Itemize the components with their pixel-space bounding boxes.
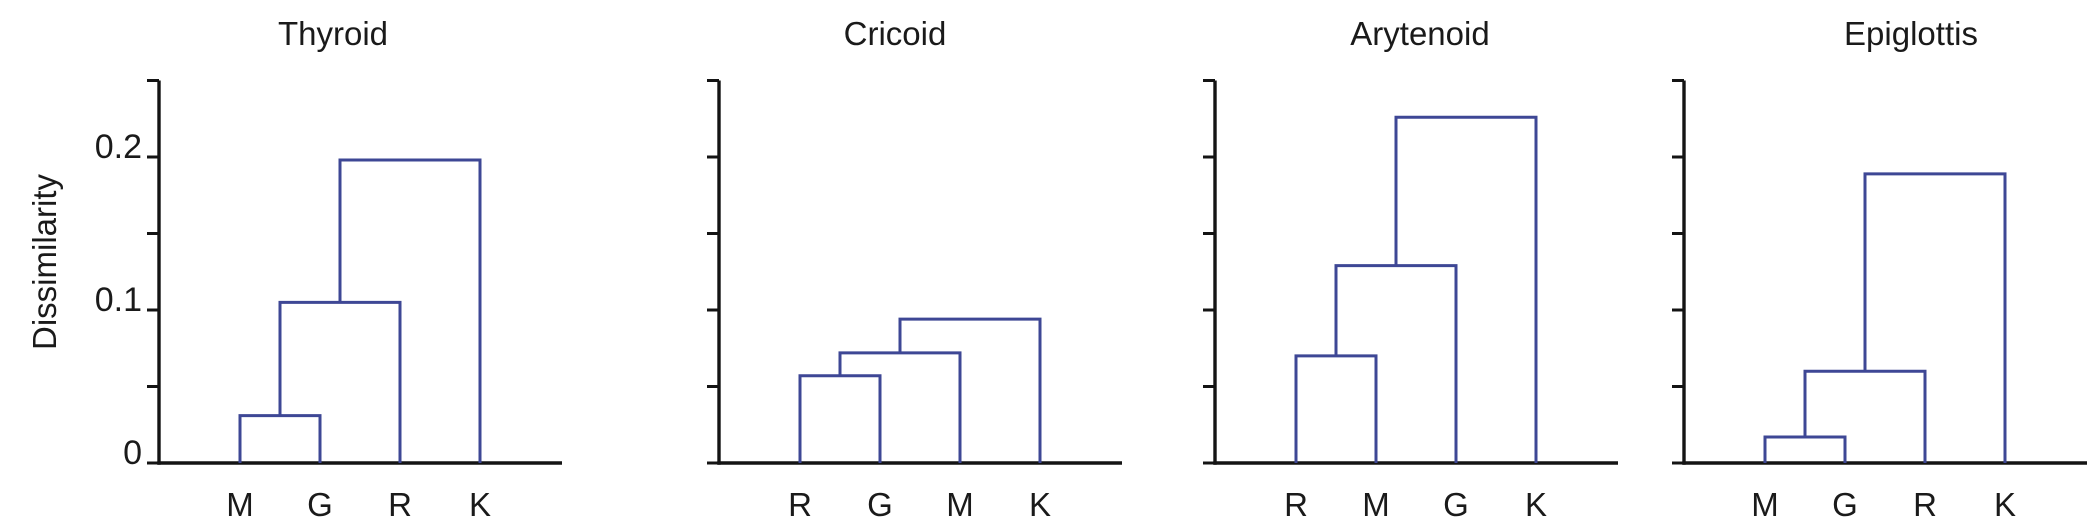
- panel-title-thyroid: Thyroid: [277, 15, 389, 52]
- dendrogram-link: [1863, 172, 2007, 463]
- dendrogram-link: [898, 317, 1042, 463]
- panel-title-arytenoid: Arytenoid: [1350, 15, 1490, 52]
- y-tick-label-0.2: 0.2: [94, 128, 142, 166]
- leaf-label-thyroid-k: K: [468, 486, 492, 523]
- dendrogram-link: [1294, 354, 1378, 463]
- leaf-label-cricoid-m: M: [946, 486, 974, 523]
- dendrogram-link: [1334, 264, 1458, 463]
- leaf-label-cricoid-k: K: [1028, 486, 1052, 523]
- leaf-label-thyroid-r: R: [388, 486, 412, 523]
- leaf-label-epiglottis-r: R: [1913, 486, 1937, 523]
- dendrogram-link: [238, 414, 322, 463]
- leaf-label-epiglottis-g: G: [1832, 486, 1858, 523]
- y-axis-label: Dissimilarity: [26, 174, 63, 350]
- dendrogram-link: [338, 158, 482, 463]
- leaf-label-epiglottis-m: M: [1751, 486, 1779, 523]
- leaf-label-cricoid-g: G: [867, 486, 893, 523]
- y-tick-label-0: 0: [123, 434, 142, 472]
- dendrogram-link: [798, 374, 882, 463]
- leaf-label-arytenoid-m: M: [1362, 486, 1390, 523]
- dendrogram-link: [1394, 115, 1538, 463]
- panel-title-epiglottis: Epiglottis: [1844, 15, 1978, 52]
- dendrogram-link: [838, 351, 962, 463]
- leaf-label-arytenoid-g: G: [1443, 486, 1469, 523]
- leaf-label-arytenoid-r: R: [1284, 486, 1308, 523]
- dendrogram-link: [1763, 435, 1847, 463]
- leaf-label-arytenoid-k: K: [1524, 486, 1548, 523]
- leaf-label-epiglottis-k: K: [1993, 486, 2017, 523]
- leaf-label-thyroid-g: G: [307, 486, 333, 523]
- leaf-label-cricoid-r: R: [788, 486, 812, 523]
- dendrogram-link: [278, 300, 402, 463]
- leaf-label-thyroid-m: M: [226, 486, 254, 523]
- dendrogram-link: [1803, 369, 1927, 463]
- panel-title-cricoid: Cricoid: [843, 15, 947, 52]
- y-tick-label-0.1: 0.1: [94, 281, 142, 319]
